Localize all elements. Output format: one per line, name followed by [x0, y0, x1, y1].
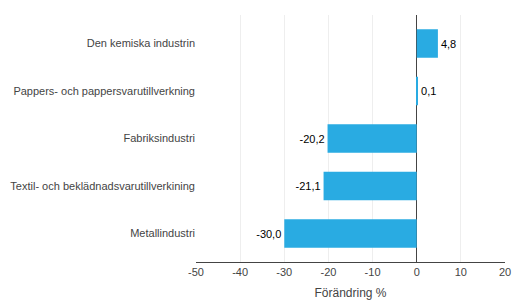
- svg-text:-40: -40: [232, 266, 248, 278]
- svg-text:4,8: 4,8: [441, 38, 456, 50]
- svg-text:-30: -30: [276, 266, 292, 278]
- svg-text:-21,1: -21,1: [295, 180, 320, 192]
- svg-text:Förändring %: Förändring %: [314, 286, 386, 300]
- svg-text:-30,0: -30,0: [256, 228, 281, 240]
- svg-text:Fabriksindustri: Fabriksindustri: [123, 132, 195, 144]
- svg-text:Metallindustri: Metallindustri: [130, 227, 195, 239]
- svg-text:Pappers- och pappersvarutillve: Pappers- och pappersvarutillverkning: [13, 85, 195, 97]
- svg-text:0: 0: [414, 266, 420, 278]
- svg-text:-10: -10: [365, 266, 381, 278]
- svg-text:-50: -50: [188, 266, 204, 278]
- svg-text:0,1: 0,1: [421, 85, 436, 97]
- svg-text:20: 20: [499, 266, 511, 278]
- svg-text:-20: -20: [320, 266, 336, 278]
- svg-text:Den kemiska industrin: Den kemiska industrin: [87, 37, 195, 49]
- svg-text:-20,2: -20,2: [299, 133, 324, 145]
- svg-text:10: 10: [455, 266, 467, 278]
- svg-text:Textil- och beklädnadsvarutill: Textil- och beklädnadsvarutillverkining: [10, 180, 195, 192]
